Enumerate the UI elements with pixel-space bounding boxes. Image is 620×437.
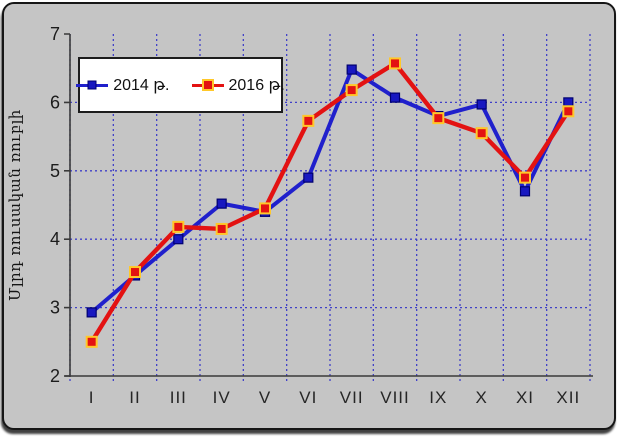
chart-frame: 2 3 4 5 6 7 I II III IV V VI VII VIII IX X XI XII Մլրդ ռո… [2, 2, 616, 430]
data-point-2016 [215, 222, 228, 235]
y-axis-tick-label: 3 [50, 298, 60, 318]
data-point-2014 [346, 64, 357, 75]
data-point-2016 [562, 105, 575, 118]
series-line-2014 [89, 67, 571, 315]
series-line-2016 [89, 61, 571, 344]
legend: 2014 թ. 2016 թ. [76, 57, 285, 113]
x-axis-tick-label: XII [556, 388, 580, 407]
x-axis-tick-label: XI [516, 388, 534, 407]
data-point-2014 [173, 234, 184, 245]
x-axis-tick-label: VI [299, 388, 317, 407]
data-point-2016 [432, 112, 445, 125]
y-axis-tick-label: 2 [50, 366, 60, 386]
data-point-2016 [129, 266, 141, 279]
legend-label-2016: 2016 թ. [228, 77, 285, 94]
x-axis-tick-label: VII [340, 388, 364, 407]
x-axis-tick-label: VIII [380, 388, 410, 407]
data-point-2014 [216, 198, 227, 209]
legend-label-2014: 2014 թ. [113, 77, 170, 94]
y-axis-tick-label: 7 [50, 24, 60, 44]
data-point-2016 [172, 220, 185, 233]
data-point-2014 [389, 92, 401, 103]
data-point-2016 [475, 127, 488, 140]
data-point-2016 [519, 171, 531, 184]
data-point-2014 [303, 172, 314, 183]
y-axis-tick-label: 5 [50, 161, 60, 181]
data-point-2016 [85, 335, 98, 348]
legend-item-2014: 2014 թ. [76, 75, 170, 95]
data-point-2016 [259, 202, 271, 215]
data-point-2014 [519, 186, 531, 197]
legend-marker-2016-icon [191, 78, 224, 92]
legend-marker-2014-icon [76, 78, 109, 92]
x-axis-tick-label: V [259, 388, 271, 407]
data-point-2014 [86, 307, 97, 318]
y-axis-tick-label: 6 [50, 92, 60, 112]
legend-item-2016: 2016 թ. [191, 75, 285, 95]
x-axis-tick-label: II [129, 388, 140, 407]
data-point-2014 [476, 99, 487, 110]
y-axis-title: Մլրդ ռուսական ռուբլի [6, 109, 24, 301]
x-axis-tick-label: III [170, 388, 187, 407]
data-point-2016 [302, 114, 315, 127]
x-axis-tick-label: IX [429, 388, 447, 407]
x-axis-tick-label: IV [213, 388, 231, 407]
x-axis-tick-label: X [475, 388, 487, 407]
x-axis-tick-label: I [89, 388, 95, 407]
y-axis-tick-label: 4 [50, 229, 60, 249]
data-point-2016 [389, 57, 401, 70]
data-point-2016 [345, 84, 358, 97]
